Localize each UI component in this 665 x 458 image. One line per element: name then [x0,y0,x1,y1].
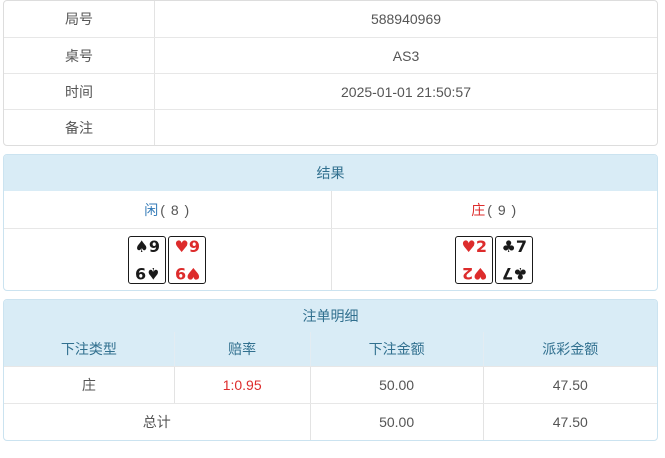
total-amount: 50.00 [309,404,483,440]
playing-card: ♣7 ♣7 [495,235,534,284]
player-header: 闲 ( 8 ) [4,191,331,228]
round-id-label: 局号 [65,11,93,27]
time-value: 2025-01-01 21:50:57 [154,74,657,109]
total-label: 总计 [142,414,171,430]
table-row: 局号 588940969 [4,1,657,37]
result-cards-row: ♠9 ♠9 ♥9 ♥9 ♥2 ♥2 ♣7 ♣7 [4,228,657,290]
card-face: ♣7 [501,236,527,256]
card-face: ♠9 [134,236,160,256]
total-payout: 47.50 [482,404,657,440]
player-cards: ♠9 ♠9 ♥9 ♥9 [128,235,207,284]
banker-cards: ♥2 ♥2 ♣7 ♣7 [455,235,534,284]
round-id-value: 588940969 [154,1,657,37]
result-table: 结果 闲 ( 8 ) 庄 ( 9 ) ♠9 ♠9 ♥9 ♥9 [3,154,658,291]
card-face-inverted: ♥2 [461,263,487,283]
time-label: 时间 [65,83,93,100]
result-title: 结果 [4,155,657,191]
bet-odds: 1:0.95 [173,367,310,403]
bet-details-table: 注单明细 下注类型 赔率 下注金额 派彩金额 庄 1:0.95 50.00 47… [3,299,658,441]
table-id-label: 桌号 [65,47,93,64]
player-score: ( 8 ) [160,201,191,218]
total-row: 总计 50.00 47.50 [4,403,657,440]
bet-details-title: 注单明细 [4,300,657,332]
card-face: ♥9 [174,236,200,256]
banker-name: 庄 [471,201,486,218]
column-payout: 派彩金额 [482,332,657,366]
player-cards-cell: ♠9 ♠9 ♥9 ♥9 [4,229,331,290]
card-face-inverted: ♣7 [501,263,527,283]
banker-cards-cell: ♥2 ♥2 ♣7 ♣7 [330,229,658,290]
playing-card: ♥2 ♥2 [455,235,494,284]
column-odds: 赔率 [173,332,310,366]
bet-row: 庄 1:0.95 50.00 47.50 [4,366,657,403]
bet-type: 庄 [81,377,96,393]
banker-header: 庄 ( 9 ) [330,191,658,228]
bet-columns-header: 下注类型 赔率 下注金额 派彩金额 [4,332,657,366]
remark-label: 备注 [65,119,93,136]
game-info-table: 局号 588940969 桌号 AS3 时间 2025-01-01 21:50:… [3,0,658,146]
card-face-inverted: ♠9 [134,263,160,283]
card-face: ♥2 [461,236,487,256]
table-row: 备注 [4,109,657,145]
remark-value [154,110,657,145]
table-row: 时间 2025-01-01 21:50:57 [4,73,657,109]
column-bet-amount: 下注金额 [309,332,483,366]
result-names-row: 闲 ( 8 ) 庄 ( 9 ) [4,191,657,228]
banker-score: ( 9 ) [487,201,518,218]
bet-amount: 50.00 [309,367,483,403]
player-name: 闲 [144,201,159,218]
playing-card: ♥9 ♥9 [168,235,207,284]
column-bet-type: 下注类型 [60,341,117,357]
table-row: 桌号 AS3 [4,37,657,73]
table-id-value: AS3 [154,38,657,73]
bet-payout: 47.50 [482,367,657,403]
playing-card: ♠9 ♠9 [128,235,167,284]
card-face-inverted: ♥9 [174,263,200,283]
